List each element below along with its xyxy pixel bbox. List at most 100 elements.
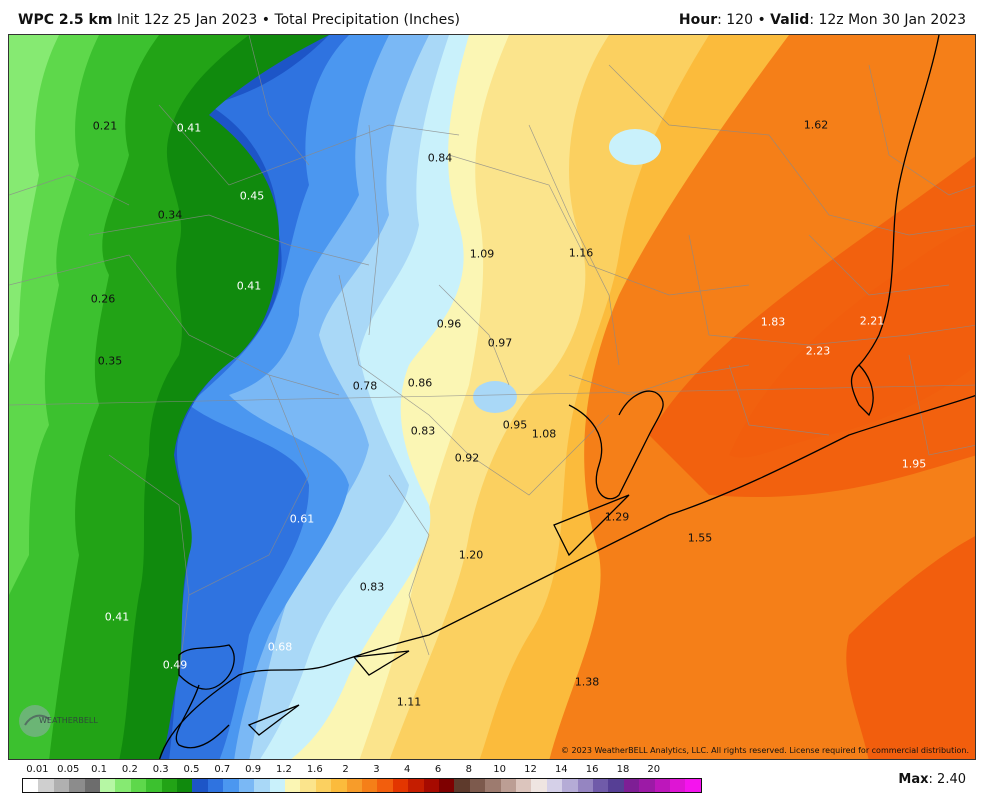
- legend-swatch: [238, 779, 255, 792]
- map-value-label: 0.41: [236, 279, 262, 293]
- legend-swatch: [562, 779, 578, 792]
- map-value-label: 0.96: [436, 317, 462, 331]
- map-value-label: 1.62: [803, 118, 829, 132]
- valid-label: Valid: [770, 12, 810, 28]
- legend-swatch: [516, 779, 532, 792]
- map-value-label: 1.11: [396, 695, 422, 709]
- legend-swatch: [315, 779, 332, 792]
- header-title: WPC 2.5 km Init 12z 25 Jan 2023 • Total …: [18, 12, 460, 28]
- map-value-label: 0.84: [427, 151, 453, 165]
- legend-tick-label: 18: [616, 764, 630, 775]
- header-bar: WPC 2.5 km Init 12z 25 Jan 2023 • Total …: [0, 0, 984, 34]
- legend-swatch: [69, 779, 85, 792]
- legend-swatch: [130, 779, 147, 792]
- legend-labels: 0.01 0.05 0.1 0.2 0.3 0.5 0.7 0.9 1.2 1.6 2 3 4 6 8 10 1…: [22, 764, 702, 776]
- legend-color-bar: [22, 778, 702, 793]
- legend-swatch: [254, 779, 270, 792]
- legend-tick-label: 3: [373, 764, 380, 775]
- legend-swatch: [454, 779, 470, 792]
- legend-swatch: [577, 779, 594, 792]
- bullet-separator-2: •: [757, 12, 766, 28]
- legend-tick-label: 1.6: [306, 764, 323, 775]
- legend-swatch: [53, 779, 70, 792]
- legend-tick-label: 1.2: [276, 764, 292, 775]
- legend-swatch: [654, 779, 671, 792]
- legend-swatch: [531, 779, 547, 792]
- map-value-label: 0.68: [267, 640, 293, 654]
- map-value-label: 1.29: [604, 510, 630, 524]
- legend-swatch: [469, 779, 486, 792]
- legend-swatch: [269, 779, 285, 792]
- legend-tick-label: 14: [554, 764, 568, 775]
- legend-swatch: [546, 779, 563, 792]
- map-value-label: 1.16: [568, 246, 594, 260]
- map-value-label: 0.35: [97, 354, 123, 368]
- map-value-label: 2.21: [859, 314, 885, 328]
- weatherbell-logo-graphic: WEATHERBELL: [19, 705, 98, 737]
- legend-swatch: [500, 779, 516, 792]
- legend-swatch: [423, 779, 439, 792]
- legend-swatch: [593, 779, 609, 792]
- legend-tick-label: 6: [434, 764, 442, 775]
- weatherbell-logo: WEATHERBELL: [15, 701, 101, 741]
- legend-tick-label: 20: [647, 764, 661, 775]
- map-value-label: 2.23: [805, 344, 831, 358]
- legend-swatch: [177, 779, 193, 792]
- max-number: : 2.40: [928, 772, 966, 787]
- map-value-label: 0.49: [162, 658, 188, 672]
- map-value-label: 0.78: [352, 379, 378, 393]
- map-value-label: 0.97: [487, 336, 513, 350]
- legend-tick-label: 0.2: [121, 764, 138, 775]
- legend-swatch: [115, 779, 131, 792]
- legend-swatch: [485, 779, 501, 792]
- valid-value: : 12z Mon 30 Jan 2023: [809, 12, 966, 28]
- map-value-label: 0.26: [90, 292, 116, 306]
- hour-value: : 120: [717, 12, 753, 28]
- map-value-label: 1.83: [760, 315, 786, 329]
- map-value-label: 1.09: [469, 247, 495, 261]
- map-value-label: 0.61: [289, 512, 315, 526]
- legend-swatch: [408, 779, 424, 792]
- legend-swatch: [670, 779, 686, 792]
- legend-tick-label: 0.9: [245, 764, 262, 775]
- legend-swatch: [685, 779, 701, 792]
- legend-tick-label: 4: [404, 764, 411, 775]
- legend-swatch: [23, 779, 39, 792]
- legend-swatch: [192, 779, 208, 792]
- legend-swatch: [284, 779, 301, 792]
- legend-tick-label: 8: [465, 764, 473, 775]
- legend-swatch: [608, 779, 624, 792]
- map-value-label: 1.20: [458, 548, 484, 562]
- legend-swatch: [361, 779, 378, 792]
- map-value-label: 0.41: [104, 610, 130, 624]
- legend-tick-label: 0.3: [152, 764, 169, 775]
- legend-swatch: [392, 779, 409, 792]
- legend-swatch: [639, 779, 655, 792]
- legend-tick-label: 0.5: [183, 764, 200, 775]
- map-value-label: 0.95: [502, 418, 528, 432]
- max-label: Max: [898, 772, 929, 787]
- legend-swatch: [84, 779, 101, 792]
- init-time: Init 12z 25 Jan 2023: [116, 12, 258, 28]
- map-value-label: 1.95: [901, 457, 927, 471]
- model-name: WPC 2.5 km: [18, 12, 113, 28]
- precipitation-map: 0.21 0.41 0.45 0.34 0.26 0.41 0.35 0.84 1.09 1.16…: [8, 34, 976, 760]
- hour-label: Hour: [678, 12, 718, 28]
- color-legend: 0.01 0.05 0.1 0.2 0.3 0.5 0.7 0.9 1.2 1.6 2 3 4 6 8 10 1…: [22, 764, 702, 794]
- legend-tick-label: 0.05: [57, 764, 80, 775]
- legend-swatch: [438, 779, 455, 792]
- map-value-label: 0.92: [454, 451, 480, 465]
- map-value-label: 0.34: [157, 208, 183, 222]
- map-value-label: 1.08: [531, 427, 557, 441]
- product-name: Total Precipitation (Inches): [274, 12, 460, 28]
- bullet-separator: •: [261, 12, 270, 28]
- legend-tick-label: 16: [585, 764, 599, 775]
- map-value-label: 0.41: [176, 121, 202, 135]
- max-value: Max: 2.40: [898, 772, 966, 787]
- legend-swatch: [146, 779, 162, 792]
- legend-swatch: [331, 779, 347, 792]
- map-canvas: [9, 35, 975, 759]
- map-value-label: 0.83: [359, 580, 385, 594]
- map-value-label: 0.45: [239, 189, 265, 203]
- legend-swatch: [38, 779, 54, 792]
